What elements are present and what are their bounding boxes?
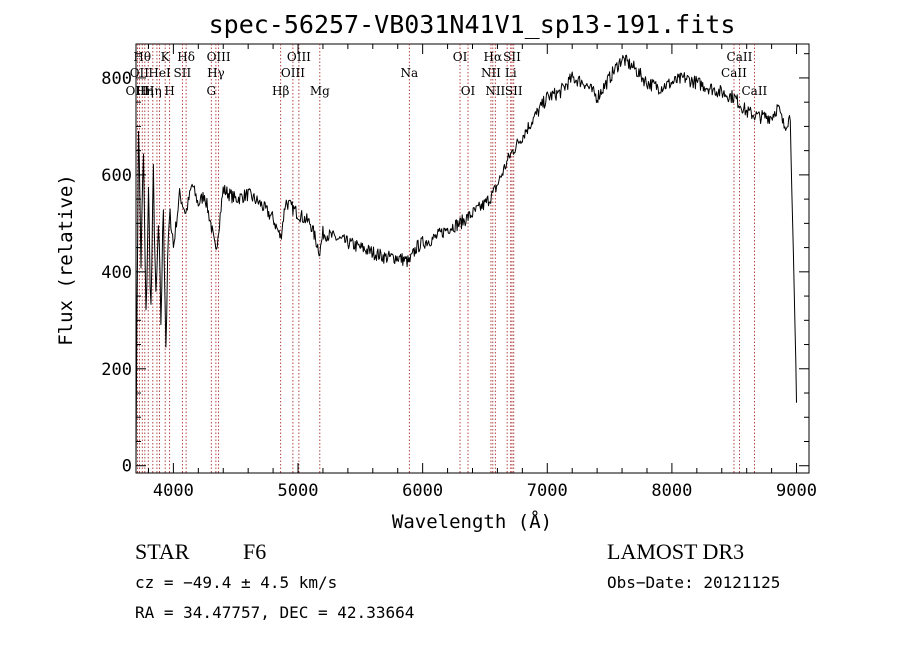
line-label-27: SII xyxy=(503,50,521,64)
redshift-value: cz = −49.4 ± 4.5 km/s xyxy=(135,573,338,592)
line-label-2: Hθ xyxy=(133,50,151,64)
spectrum-series xyxy=(135,54,797,469)
line-label-15: Hβ xyxy=(272,84,289,98)
chart-title: spec-56257-VB031N41V1_sp13-191.fits xyxy=(209,10,736,39)
line-label-12: G xyxy=(206,84,216,98)
object-class: STAR xyxy=(135,539,190,564)
coordinates: RA = 34.47757, DEC = 42.33664 xyxy=(135,603,415,622)
flux-spectrum-line xyxy=(135,54,797,469)
x-tick-label-3: 7000 xyxy=(527,481,568,501)
line-label-10: SII xyxy=(174,66,192,80)
line-label-17: OIII xyxy=(287,50,311,64)
x-tick-label-1: 5000 xyxy=(278,481,319,501)
x-tick-label-0: 4000 xyxy=(153,481,194,501)
y-tick-label-3: 600 xyxy=(101,166,132,186)
spectral-line-markers xyxy=(137,44,755,473)
survey-label: LAMOST DR3 xyxy=(607,539,745,564)
line-label-28: SII xyxy=(505,84,523,98)
line-label-3: Hη xyxy=(136,84,154,98)
line-label-1: OII xyxy=(130,66,150,80)
observation-date: Obs−Date: 20121125 xyxy=(607,573,781,592)
y-axis: 0 200 400 600 800 xyxy=(101,53,809,477)
line-label-13: Hγ xyxy=(207,66,225,80)
line-label-20: OI xyxy=(453,50,468,64)
line-label-14: OIII xyxy=(207,50,231,64)
line-label-23: Hα xyxy=(484,50,503,64)
line-label-22: NII xyxy=(481,66,501,80)
line-label-16: OIII xyxy=(281,66,305,80)
line-label-31: CaII xyxy=(741,84,767,98)
x-axis: 4000 5000 6000 7000 8000 9000 xyxy=(147,44,817,501)
y-tick-label-2: 400 xyxy=(101,263,132,283)
line-label-18: Mg xyxy=(310,84,330,98)
y-axis-label: Flux (relative) xyxy=(55,174,77,346)
line-label-30: CaII xyxy=(727,50,753,64)
object-subclass: F6 xyxy=(243,539,267,564)
y-tick-label-0: 0 xyxy=(122,457,132,477)
y-tick-label-4: 800 xyxy=(101,69,132,89)
spectral-line-labels: OIIIOIIHθHηHηHeIKHSIIHδGHγOIIIHβOIIIOIII… xyxy=(125,50,767,98)
line-label-19: Na xyxy=(400,66,418,80)
x-tick-label-2: 6000 xyxy=(402,481,443,501)
x-tick-label-5: 9000 xyxy=(776,481,817,501)
y-tick-label-1: 200 xyxy=(101,360,132,380)
line-label-8: K xyxy=(161,50,171,64)
line-label-7: HeI xyxy=(148,66,171,80)
line-label-9: H xyxy=(164,84,174,98)
x-axis-label: Wavelength (Å) xyxy=(392,510,552,533)
line-label-29: CaII xyxy=(721,66,747,80)
plot-frame xyxy=(135,43,810,474)
x-tick-label-4: 8000 xyxy=(651,481,692,501)
line-label-21: OI xyxy=(461,84,476,98)
line-label-24: NII xyxy=(485,84,505,98)
line-label-26: Li xyxy=(505,66,517,80)
line-label-11: Hδ xyxy=(177,50,195,64)
line-label-0: OIII xyxy=(125,84,149,98)
line-label-5: Hη xyxy=(144,84,162,98)
